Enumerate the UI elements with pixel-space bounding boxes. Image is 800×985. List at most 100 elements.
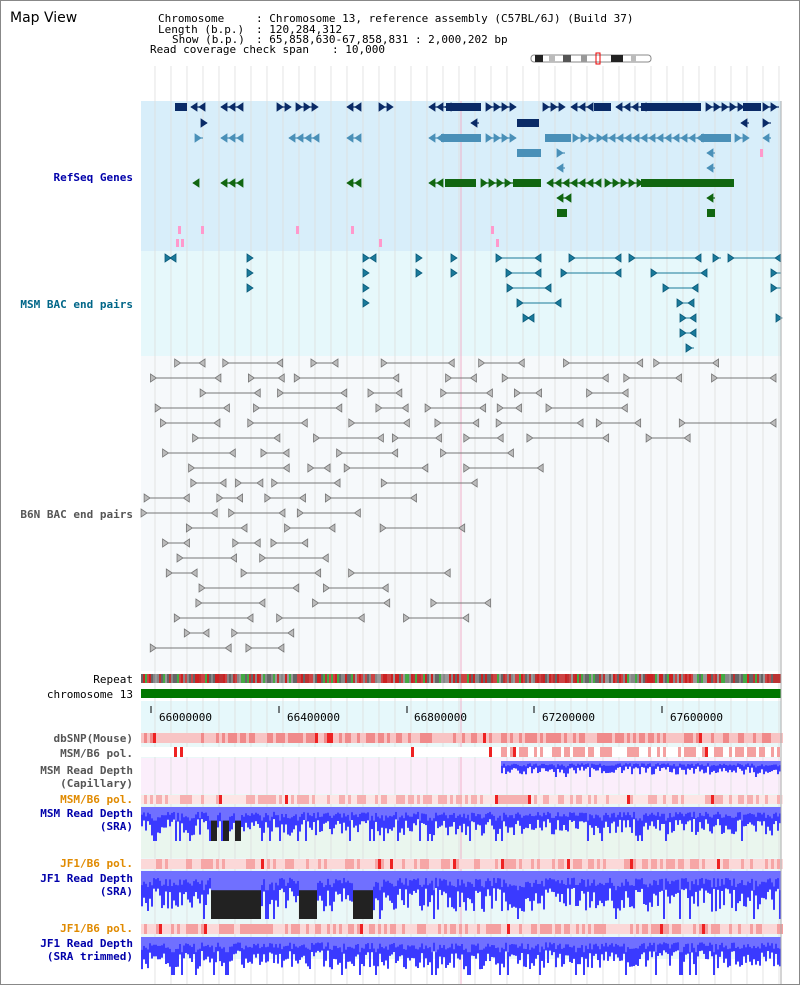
depth-bar-top — [635, 807, 637, 819]
depth-bar — [171, 937, 173, 975]
depth-bar — [591, 871, 593, 902]
depth-bar — [503, 937, 505, 968]
depth-bar-top — [639, 807, 641, 819]
depth-bar-top — [527, 937, 529, 944]
heat-cell — [582, 733, 585, 743]
depth-bar — [353, 871, 355, 919]
heat-cell — [267, 733, 270, 743]
heat-cell — [324, 747, 327, 757]
depth-bar — [363, 871, 365, 919]
depth-bar-top — [311, 937, 313, 943]
depth-bar-top — [661, 761, 663, 764]
depth-bar — [237, 871, 239, 919]
b6n-bac-end — [635, 358, 644, 368]
depth-bar-top — [311, 871, 313, 891]
depth-bar-top — [779, 937, 781, 949]
heat-cell — [153, 795, 156, 804]
heat-cell — [378, 924, 381, 934]
depth-bar — [533, 871, 535, 901]
b6n-bac-end — [165, 568, 174, 578]
heat-cell — [234, 733, 237, 743]
depth-bar-top — [551, 807, 553, 818]
heat-cell — [678, 924, 681, 934]
depth-bar-top — [733, 937, 735, 943]
heat-cell — [570, 924, 573, 934]
depth-bar — [675, 761, 677, 775]
depth-bar-top — [541, 761, 543, 764]
msm-bac-end — [554, 298, 562, 308]
depth-bar — [211, 871, 213, 919]
depth-bar-top — [531, 807, 533, 817]
depth-bar — [561, 937, 563, 967]
depth-bar — [509, 761, 511, 773]
depth-bar — [741, 807, 743, 841]
depth-bar — [255, 937, 257, 958]
depth-bar — [413, 937, 415, 959]
heat-cell — [693, 747, 696, 757]
heat-cell — [501, 859, 504, 869]
heat-cell — [615, 924, 618, 934]
heat-cell — [351, 924, 354, 934]
depth-bar-top — [619, 807, 621, 813]
depth-bar — [719, 807, 721, 826]
heat-cell — [684, 924, 687, 934]
depth-bar — [277, 807, 279, 828]
depth-bar — [513, 761, 515, 769]
depth-bar-top — [291, 871, 293, 880]
depth-bar-top — [185, 937, 187, 944]
repeat-block — [673, 674, 675, 683]
depth-bar — [743, 761, 745, 775]
depth-bar-top — [245, 807, 247, 814]
heat-cell — [651, 795, 654, 804]
depth-bar — [325, 937, 327, 961]
depth-bar — [341, 807, 343, 834]
depth-bar-top — [643, 807, 645, 815]
heat-cell — [414, 733, 417, 743]
heat-cell — [516, 733, 519, 743]
depth-bar-top — [401, 937, 403, 945]
msm-b6-pol-label-2: MSM/B6 pol. — [60, 793, 133, 806]
heat-cell — [285, 795, 288, 804]
heat-cell — [525, 747, 528, 757]
heat-cell — [513, 795, 516, 804]
depth-bar — [715, 871, 717, 912]
heat-cell — [651, 747, 654, 757]
depth-bar — [417, 937, 419, 969]
depth-bar-top — [187, 937, 189, 944]
depth-bar-top — [691, 871, 693, 882]
depth-bar — [625, 937, 627, 975]
gene-strand-arrow — [346, 102, 354, 112]
depth-bar-top — [625, 871, 627, 880]
heat-cell — [459, 859, 462, 869]
heat-cell — [186, 924, 189, 934]
gene-strand-arrow — [488, 178, 496, 188]
heat-cell — [243, 747, 246, 757]
gene-strand-arrow — [228, 133, 236, 143]
depth-bar — [563, 807, 565, 825]
depth-bar-top — [641, 807, 643, 821]
depth-bar-top — [585, 937, 587, 946]
repeat-block — [563, 674, 565, 683]
depth-bar — [607, 807, 609, 828]
gene-strand-arrow — [705, 102, 713, 112]
depth-bar — [411, 871, 413, 895]
heat-cell — [246, 859, 249, 869]
heat-cell — [231, 924, 234, 934]
heat-cell — [588, 924, 591, 934]
depth-bar — [759, 937, 761, 966]
depth-bar — [449, 807, 451, 827]
depth-bar-top — [689, 937, 691, 953]
gene-strand-arrow — [428, 102, 436, 112]
depth-bar — [375, 807, 377, 822]
depth-bar — [765, 937, 767, 962]
depth-bar-top — [415, 871, 417, 880]
heat-cell — [768, 924, 771, 934]
ideogram-position-marker — [595, 52, 601, 65]
depth-bar-top — [253, 871, 255, 891]
depth-bar-top — [409, 937, 411, 947]
heat-cell — [339, 733, 342, 743]
heat-cell — [189, 747, 192, 757]
depth-bar-top — [687, 807, 689, 813]
depth-bar-top — [681, 807, 683, 814]
